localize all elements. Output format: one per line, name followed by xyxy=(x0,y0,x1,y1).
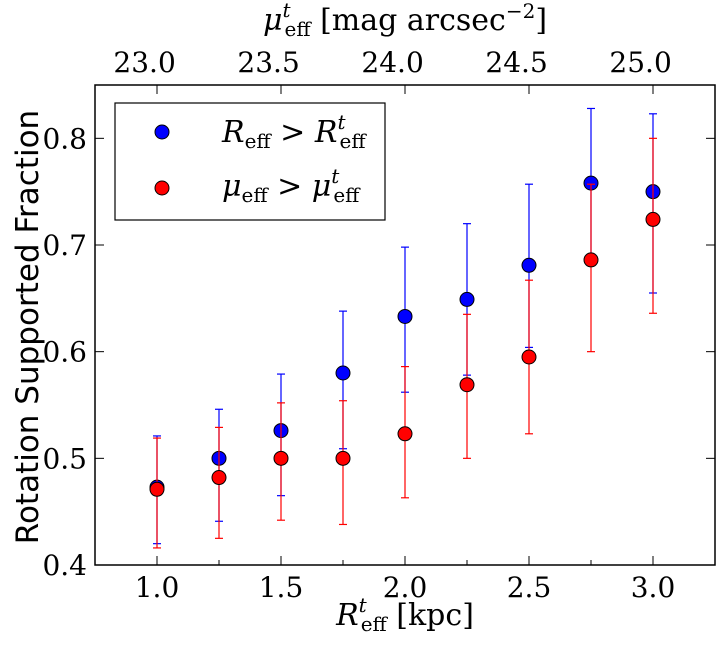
top-x-axis-label: μt eff [mag arcsec−2] xyxy=(263,0,547,41)
x-label-sub: eff xyxy=(361,612,389,636)
y-axis-label: Rotation Supported Fraction xyxy=(10,110,46,544)
x-label-sup: t xyxy=(359,593,368,617)
data-point xyxy=(459,377,475,393)
top-label-sup: t xyxy=(282,0,291,22)
y-tick-label: 0.8 xyxy=(42,122,87,155)
data-point xyxy=(335,365,351,381)
top-label-main: μ xyxy=(263,3,283,38)
legend-1-sub2: eff xyxy=(333,183,361,207)
legend-marker-red xyxy=(154,180,170,196)
y-tick-label: 0.5 xyxy=(42,442,87,475)
top-label-unit-end: ] xyxy=(535,3,547,38)
legend-0-sub2: eff xyxy=(340,129,368,153)
legend-box xyxy=(114,102,386,221)
legend-label-0: Reff > Rt eff xyxy=(221,110,367,153)
series-layer xyxy=(149,107,661,549)
top-x-tick-label: 23.0 xyxy=(113,46,175,79)
data-point xyxy=(583,252,599,268)
data-point xyxy=(211,470,227,486)
legend-1-main2: μ xyxy=(312,169,332,204)
legend-1-main: μ xyxy=(222,169,242,204)
legend-0-sup2: t xyxy=(337,110,346,134)
top-label-sub: eff xyxy=(285,17,313,41)
top-label-unit-sup: −2 xyxy=(506,0,535,23)
legend-1-sub: eff xyxy=(242,183,270,207)
legend-0-sub: eff xyxy=(245,129,273,153)
series-1 xyxy=(149,137,661,549)
x-tick-label: 2.5 xyxy=(507,571,552,604)
x-tick-label: 1.0 xyxy=(135,571,180,604)
top-x-tick-label: 25.0 xyxy=(609,46,671,79)
legend-label-1: μeff > μt eff xyxy=(222,164,361,207)
data-point xyxy=(521,349,537,365)
legend-marker-blue xyxy=(154,124,170,140)
top-x-tick-label: 23.5 xyxy=(237,46,299,79)
legend-0-main2: R xyxy=(314,115,338,150)
x-axis-label: Rt eff [kpc] xyxy=(335,593,474,636)
legend-0-main: R xyxy=(221,115,245,150)
top-x-tick-label: 24.5 xyxy=(485,46,547,79)
data-point xyxy=(521,257,537,273)
y-tick-label: 0.7 xyxy=(42,229,87,262)
x-label-main: R xyxy=(335,598,359,633)
x-tick-label: 3.0 xyxy=(631,571,676,604)
data-point xyxy=(645,211,661,227)
data-point xyxy=(335,450,351,466)
legend-0-op: > xyxy=(271,115,315,150)
y-tick-label: 0.6 xyxy=(42,336,87,369)
y-tick-label: 0.4 xyxy=(42,549,87,582)
x-tick-label: 2.0 xyxy=(383,571,428,604)
data-point xyxy=(397,308,413,324)
data-point xyxy=(149,481,165,497)
legend-1-op: > xyxy=(268,169,312,204)
top-x-tick-label: 24.0 xyxy=(361,46,423,79)
x-tick-label: 1.5 xyxy=(259,571,304,604)
data-point xyxy=(273,450,289,466)
data-point xyxy=(397,426,413,442)
top-label-unit: [mag arcsec xyxy=(311,3,506,38)
legend-1-sup2: t xyxy=(331,164,340,188)
ticks-layer: 1.0 1.5 2.0 2.5 3.0 23.0 23.5 24.0 24.5 25.0 0.4 0.… xyxy=(42,46,715,604)
x-label-unit: [kpc] xyxy=(387,598,474,633)
data-point xyxy=(459,291,475,307)
legend: Reff > Rt eff μeff > μt eff xyxy=(114,102,386,221)
